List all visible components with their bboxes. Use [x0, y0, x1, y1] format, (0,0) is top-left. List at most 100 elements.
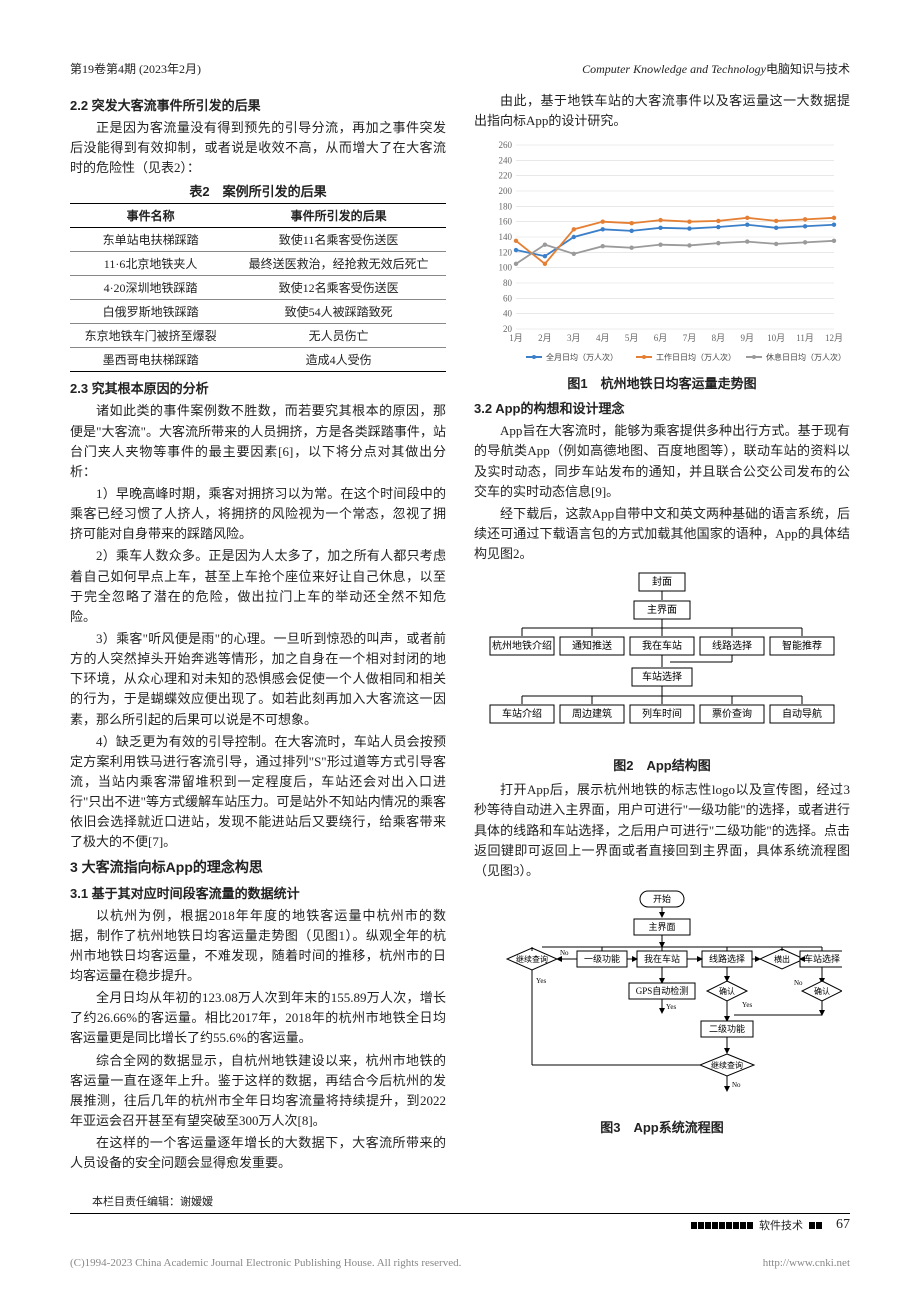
- svg-text:4月: 4月: [596, 333, 610, 343]
- page-number: 67: [836, 1217, 850, 1233]
- svg-text:继续查询: 继续查询: [711, 1060, 743, 1070]
- svg-text:车站介绍: 车站介绍: [502, 707, 542, 720]
- svg-text:开始: 开始: [653, 893, 671, 904]
- svg-text:No: No: [732, 1081, 741, 1089]
- svg-text:7月: 7月: [683, 333, 697, 343]
- svg-text:我在车站: 我在车站: [642, 639, 682, 652]
- copyright-line: (C)1994-2023 China Academic Journal Elec…: [70, 1257, 850, 1269]
- table-2: 事件名称 事件所引发的后果 东单站电扶梯踩踏致使11名乘客受伤送医11·6北京地…: [70, 203, 446, 372]
- para: 4）缺乏更为有效的引导控制。在大客流时，车站人员会按预定方案利用铁马进行客流引导…: [70, 732, 446, 853]
- svg-text:主界面: 主界面: [647, 604, 677, 616]
- svg-text:80: 80: [503, 278, 513, 288]
- svg-text:260: 260: [499, 140, 513, 150]
- svg-text:100: 100: [499, 263, 513, 273]
- table-row: 白俄罗斯地铁踩踏致使54人被踩踏致死: [70, 300, 446, 324]
- table-row: 墨西哥电扶梯踩踏造成4人受伤: [70, 348, 446, 372]
- page-footer: 本栏目责任编辑：谢嫒嫒 软件技术 67: [70, 1193, 850, 1233]
- footer-bars-icon: [691, 1222, 753, 1229]
- svg-text:主界面: 主界面: [648, 921, 675, 932]
- para: 3）乘客"听风便是雨"的心理。一旦听到惊恐的叫声，或者前方的人突然掉头开始奔逃等…: [70, 629, 446, 730]
- svg-text:GPS自动检测: GPS自动检测: [636, 985, 689, 996]
- running-header: 第19卷第4期 (2023年2月) Computer Knowledge and…: [70, 60, 850, 77]
- heading-2-2: 2.2 突发大客流事件所引发的后果: [70, 95, 446, 114]
- header-left: 第19卷第4期 (2023年2月): [70, 60, 201, 77]
- svg-text:160: 160: [499, 217, 513, 227]
- table-cell: 最终送医救治，经抢救无效后死亡: [231, 252, 446, 276]
- svg-text:8月: 8月: [712, 333, 726, 343]
- svg-text:自动导航: 自动导航: [782, 707, 822, 720]
- svg-text:140: 140: [499, 232, 513, 242]
- svg-text:我在车站: 我在车站: [644, 953, 680, 964]
- figure-2-caption: 图2 App结构图: [474, 755, 850, 774]
- para: 2）乘车人数众多。正是因为人太多了，加之所有人都只考虑着自己如何早点上车，甚至上…: [70, 546, 446, 627]
- footer-editor: 本栏目责任编辑：谢嫒嫒: [70, 1193, 850, 1213]
- svg-text:10月: 10月: [767, 333, 785, 343]
- para: 打开App后，展示杭州地铁的标志性logo以及宣传图，经过3秒等待自动进入主界面…: [474, 780, 850, 881]
- footer-bars-icon: [809, 1222, 822, 1229]
- svg-text:60: 60: [503, 294, 513, 304]
- svg-text:线路选择: 线路选择: [709, 953, 745, 964]
- svg-text:120: 120: [499, 248, 513, 258]
- svg-text:智能推荐: 智能推荐: [782, 639, 822, 652]
- copyright-text: (C)1994-2023 China Academic Journal Elec…: [70, 1257, 461, 1269]
- svg-text:No: No: [794, 979, 803, 987]
- svg-text:1月: 1月: [509, 333, 523, 343]
- table-cell: 11·6北京地铁夹人: [70, 252, 231, 276]
- svg-text:Yes: Yes: [666, 1003, 676, 1011]
- svg-text:180: 180: [499, 202, 513, 212]
- svg-text:列车时间: 列车时间: [642, 707, 682, 720]
- journal-cn: 电脑知识与技术: [766, 62, 850, 76]
- svg-text:横出: 横出: [774, 954, 790, 964]
- svg-text:票价查询: 票价查询: [712, 707, 752, 720]
- table-cell: 4·20深圳地铁踩踏: [70, 276, 231, 300]
- para: App旨在大客流时，能够为乘客提供多种出行方式。基于现有的导航类App（例如高德…: [474, 421, 850, 502]
- svg-text:确认: 确认: [814, 986, 830, 996]
- figure-3-caption: 图3 App系统流程图: [474, 1117, 850, 1136]
- svg-text:9月: 9月: [741, 333, 755, 343]
- svg-text:2月: 2月: [538, 333, 552, 343]
- right-column: 由此，基于地铁车站的大客流事件以及客运量这一大数据提出指向标App的设计研究。 …: [474, 89, 850, 1175]
- header-right: Computer Knowledge and Technology电脑知识与技术: [582, 60, 850, 77]
- svg-text:240: 240: [499, 156, 513, 166]
- footer-section: 软件技术: [759, 1217, 803, 1233]
- svg-text:工作日日均（万人次）: 工作日日均（万人次）: [656, 352, 736, 362]
- para: 正是因为客流量没有得到预先的引导分流，再加之事件突发后没能得到有效抑制，或者说是…: [70, 118, 446, 178]
- table-col-header: 事件所引发的后果: [231, 204, 446, 228]
- left-column: 2.2 突发大客流事件所引发的后果 正是因为客流量没有得到预先的引导分流，再加之…: [70, 89, 446, 1175]
- copyright-url: http://www.cnki.net: [763, 1257, 850, 1269]
- para: 以杭州为例，根据2018年年度的地铁客运量中杭州市的数据，制作了杭州地铁日均客运…: [70, 906, 446, 987]
- svg-text:封面: 封面: [652, 575, 672, 588]
- para: 经下载后，这款App自带中文和英文两种基础的语言系统，后续还可通过下载语言包的方…: [474, 504, 850, 564]
- figure-3-flowchart: 开始主界面继续查询 一级功能 我在车站 线路选择 横出 车站选择 No GPS自动检测 确认 Ye…: [482, 887, 842, 1111]
- heading-2-3: 2.3 究其根本原因的分析: [70, 378, 446, 397]
- figure-1-chart: 204060801001201401601802002202402601月2月3…: [482, 137, 842, 367]
- svg-text:杭州地铁介绍: 杭州地铁介绍: [492, 639, 552, 652]
- heading-3-2: 3.2 App的构想和设计理念: [474, 398, 850, 417]
- svg-text:200: 200: [499, 186, 513, 196]
- svg-text:一级功能: 一级功能: [584, 953, 620, 964]
- svg-text:Yes: Yes: [536, 977, 546, 985]
- svg-text:通知推送: 通知推送: [572, 639, 612, 652]
- para: 综合全网的数据显示，自杭州地铁建设以来，杭州市地铁的客运量一直在逐年上升。鉴于这…: [70, 1051, 446, 1132]
- table-cell: 无人员伤亡: [231, 324, 446, 348]
- svg-text:确认: 确认: [719, 986, 735, 996]
- figure-1-caption: 图1 杭州地铁日均客运量走势图: [474, 373, 850, 392]
- table-col-header: 事件名称: [70, 204, 231, 228]
- table-cell: 致使11名乘客受伤送医: [231, 228, 446, 252]
- svg-text:线路选择: 线路选择: [712, 639, 752, 652]
- svg-text:Yes: Yes: [742, 1001, 752, 1009]
- svg-text:11月: 11月: [796, 333, 814, 343]
- journal-en: Computer Knowledge and Technology: [582, 62, 766, 76]
- table-cell: 致使54人被踩踏致死: [231, 300, 446, 324]
- svg-text:6月: 6月: [654, 333, 668, 343]
- svg-text:220: 220: [499, 171, 513, 181]
- heading-3-1: 3.1 基于其对应时间段客流量的数据统计: [70, 883, 446, 902]
- svg-text:3月: 3月: [567, 333, 581, 343]
- para: 诸如此类的事件案例数不胜数，而若要究其根本的原因，那便是"大客流"。大客流所带来…: [70, 401, 446, 482]
- table-cell: 造成4人受伤: [231, 348, 446, 372]
- table-cell: 致使12名乘客受伤送医: [231, 276, 446, 300]
- svg-text:5月: 5月: [625, 333, 639, 343]
- table2-caption: 表2 案例所引发的后果: [70, 181, 446, 200]
- svg-text:二级功能: 二级功能: [709, 1023, 745, 1034]
- svg-text:车站选择: 车站选择: [804, 953, 840, 964]
